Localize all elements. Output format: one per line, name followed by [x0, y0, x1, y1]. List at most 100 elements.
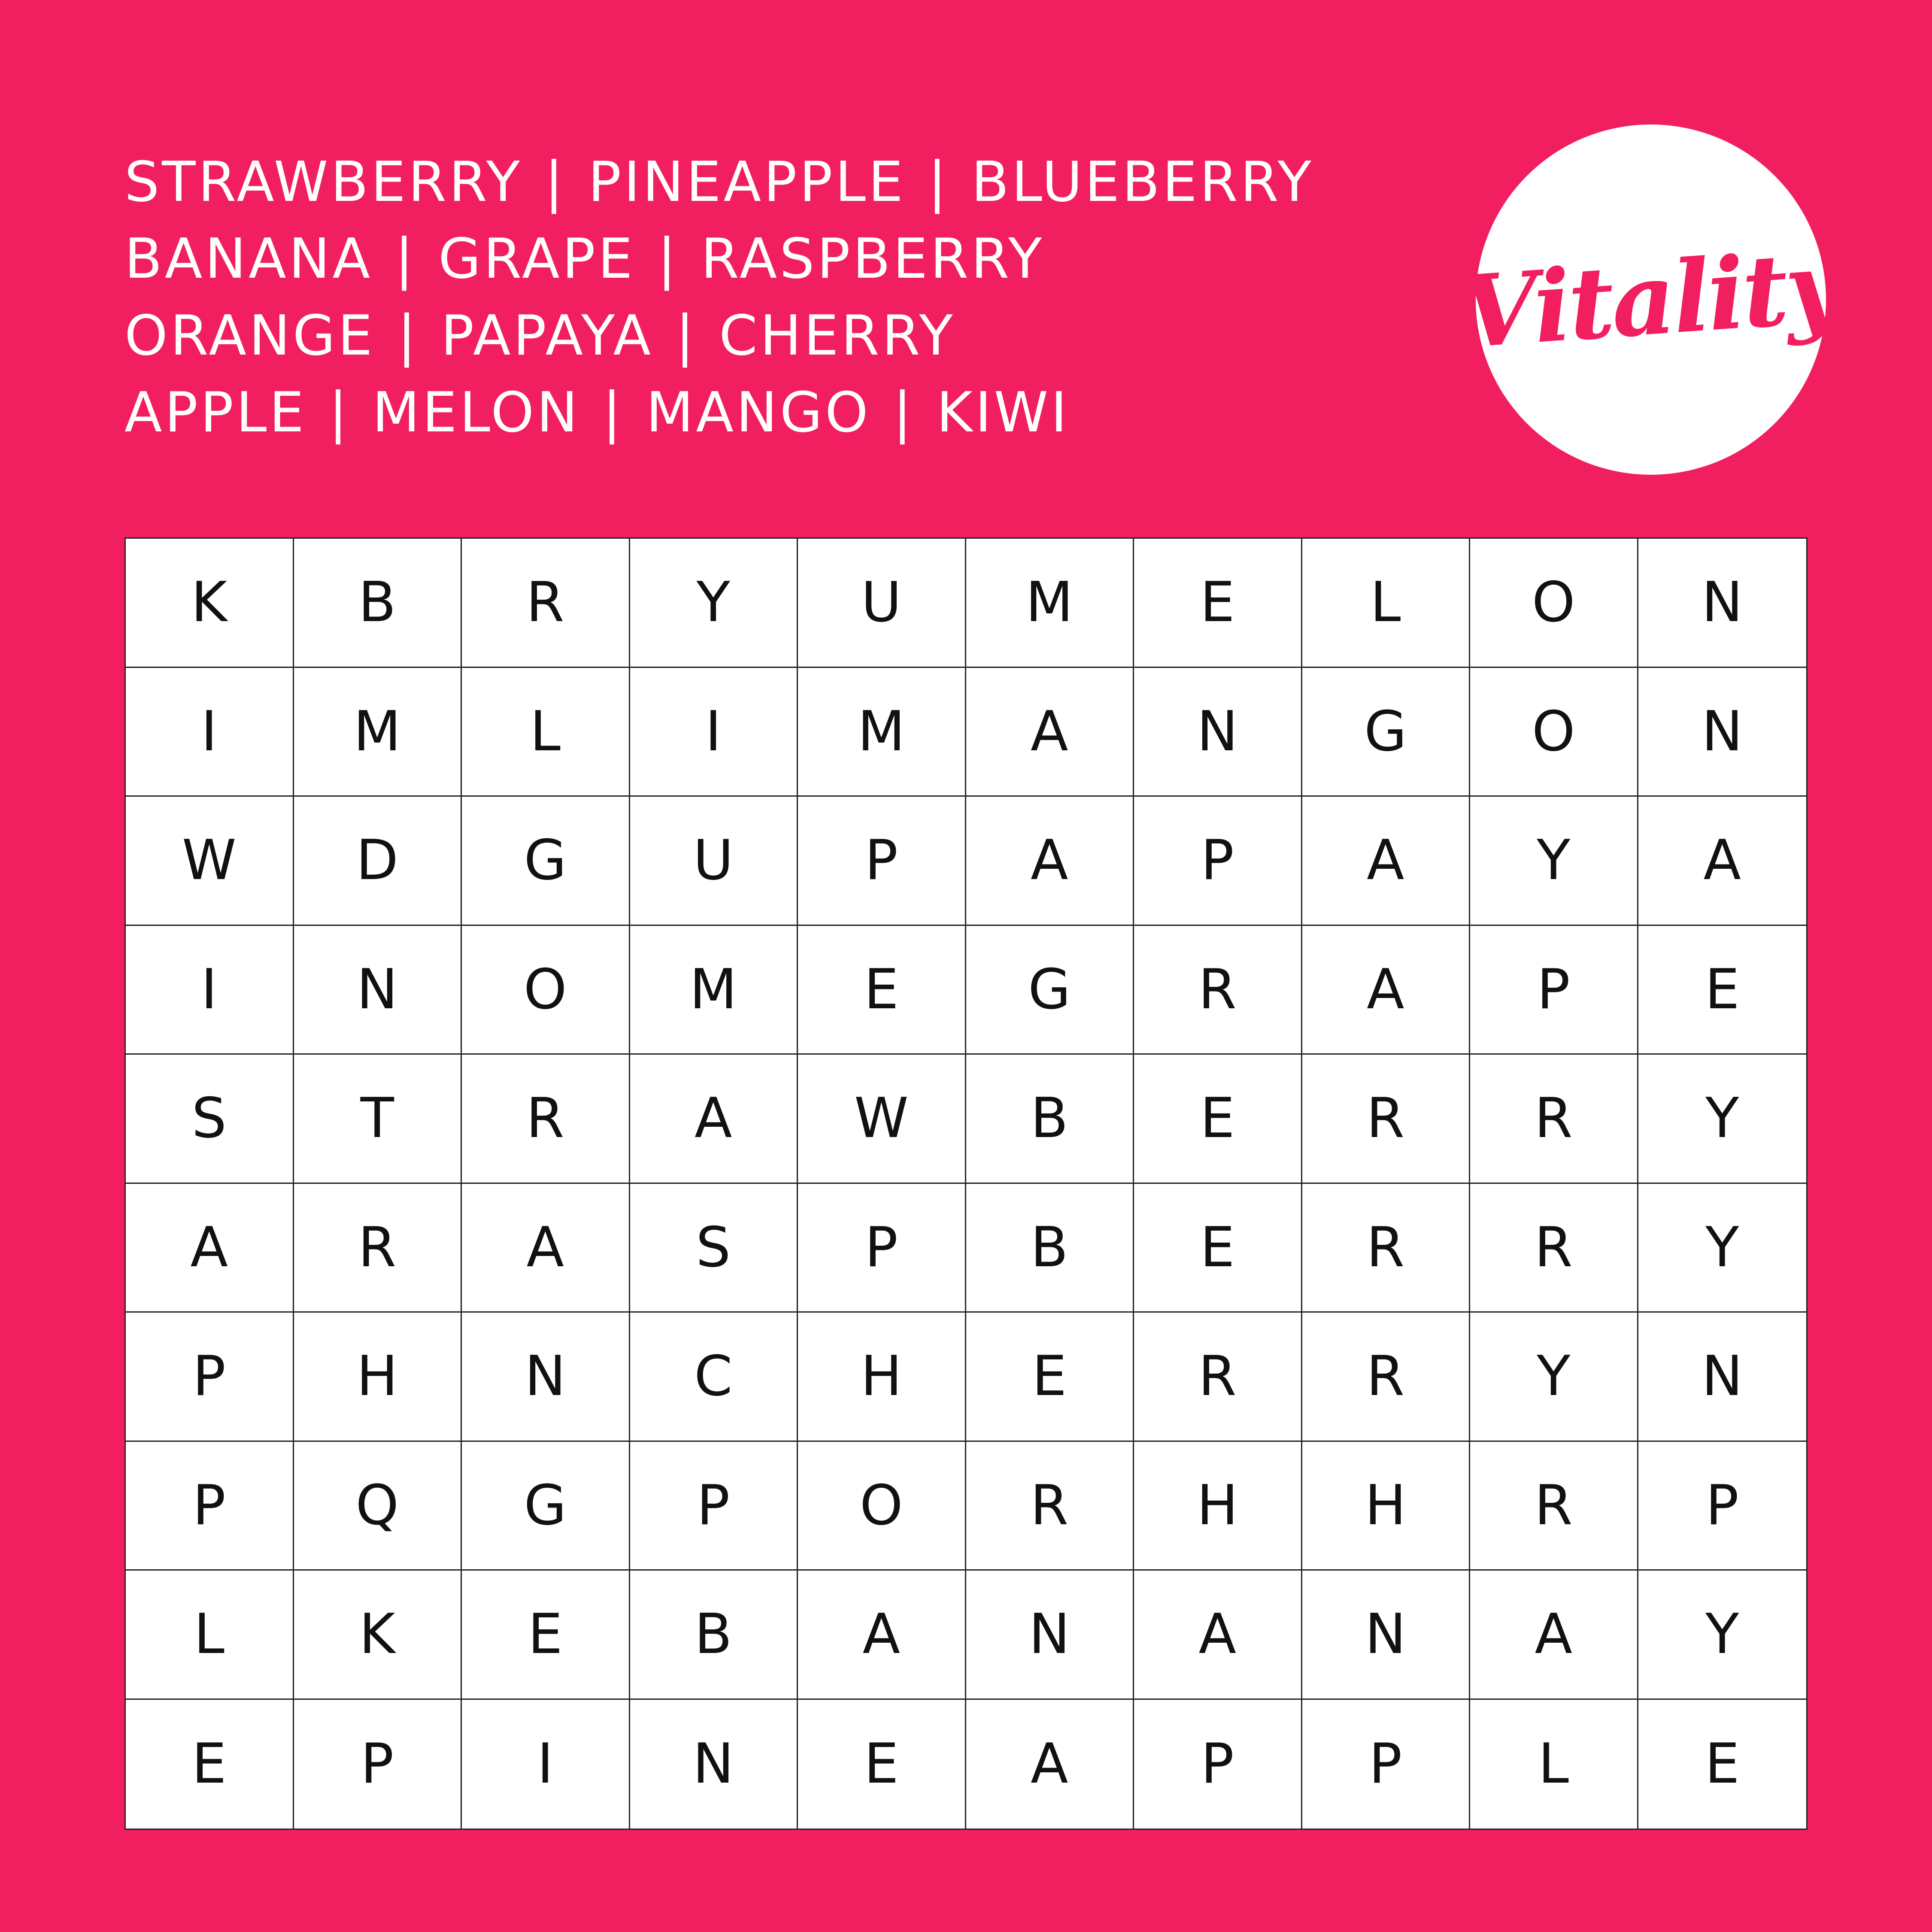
grid-cell[interactable]: P [1134, 797, 1302, 926]
grid-cell[interactable]: L [1470, 1699, 1638, 1829]
grid-cell[interactable]: O [798, 1441, 966, 1571]
grid-cell[interactable]: I [126, 667, 294, 797]
grid-cell[interactable]: E [798, 925, 966, 1055]
grid-cell[interactable]: W [126, 797, 294, 926]
grid-cell[interactable]: N [966, 1571, 1134, 1700]
grid-cell[interactable]: O [1470, 667, 1638, 797]
grid-cell[interactable]: N [462, 1313, 630, 1442]
grid-cell[interactable]: A [1302, 925, 1470, 1055]
grid-cell[interactable]: H [798, 1313, 966, 1442]
grid-cell[interactable]: A [966, 1699, 1134, 1829]
grid-cell[interactable]: R [1470, 1183, 1638, 1313]
grid-cell[interactable]: K [126, 539, 294, 668]
grid-cell[interactable]: N [1302, 1571, 1470, 1700]
grid-cell[interactable]: E [462, 1571, 630, 1700]
grid-cell[interactable]: N [294, 925, 462, 1055]
grid-cell[interactable]: P [798, 797, 966, 926]
grid-cell[interactable]: A [966, 797, 1134, 926]
grid-cell[interactable]: A [1134, 1571, 1302, 1700]
grid-cell[interactable]: R [294, 1183, 462, 1313]
grid-cell[interactable]: C [630, 1313, 798, 1442]
grid-cell[interactable]: E [1134, 1183, 1302, 1313]
grid-cell[interactable]: G [462, 797, 630, 926]
grid-cell[interactable]: A [462, 1183, 630, 1313]
grid-cell[interactable]: H [1134, 1441, 1302, 1571]
grid-cell[interactable]: H [294, 1313, 462, 1442]
grid-cell[interactable]: Y [1638, 1055, 1806, 1184]
grid-cell[interactable]: A [798, 1571, 966, 1700]
grid-cell[interactable]: P [1470, 925, 1638, 1055]
grid-cell[interactable]: E [1638, 926, 1806, 1055]
grid-cell[interactable]: P [630, 1441, 798, 1571]
grid-cell[interactable]: B [630, 1571, 798, 1700]
grid-cell[interactable]: R [1302, 1055, 1470, 1184]
grid-cell[interactable]: E [126, 1699, 294, 1829]
grid-cell[interactable]: A [126, 1183, 294, 1313]
grid-cell[interactable]: U [798, 539, 966, 668]
grid-cell[interactable]: H [1302, 1441, 1470, 1571]
grid-cell[interactable]: P [1302, 1699, 1470, 1829]
grid-cell[interactable]: Y [1470, 797, 1638, 926]
grid-cell[interactable]: I [126, 925, 294, 1055]
grid-cell[interactable]: R [462, 539, 630, 668]
grid-cell[interactable]: P [126, 1313, 294, 1442]
grid-cell[interactable]: B [294, 539, 462, 668]
grid-cell[interactable]: Y [1638, 1184, 1806, 1313]
grid-cell[interactable]: I [462, 1699, 630, 1829]
grid-cell[interactable]: E [798, 1699, 966, 1829]
grid-cell[interactable]: G [966, 925, 1134, 1055]
grid-cell[interactable]: E [1134, 1055, 1302, 1184]
grid-cell[interactable]: P [798, 1183, 966, 1313]
grid-cell[interactable]: D [294, 797, 462, 926]
grid-cell[interactable]: P [126, 1441, 294, 1571]
grid-cell[interactable]: U [630, 797, 798, 926]
grid-cell[interactable]: N [1638, 668, 1806, 797]
grid-cell[interactable]: Y [630, 539, 798, 668]
grid-cell[interactable]: A [966, 667, 1134, 797]
grid-cell[interactable]: Q [294, 1441, 462, 1571]
grid-cell[interactable]: I [630, 667, 798, 797]
grid-cell[interactable]: M [630, 925, 798, 1055]
grid-cell[interactable]: G [1302, 667, 1470, 797]
grid-cell[interactable]: O [462, 925, 630, 1055]
grid-cell[interactable]: L [462, 667, 630, 797]
grid-cell[interactable]: O [1470, 539, 1638, 668]
grid-cell[interactable]: L [126, 1571, 294, 1700]
grid-cell[interactable]: N [1638, 1313, 1806, 1442]
grid-cell[interactable]: N [630, 1699, 798, 1829]
grid-cell[interactable]: E [1134, 539, 1302, 668]
grid-cell[interactable]: L [1302, 539, 1470, 668]
grid-cell[interactable]: R [1302, 1183, 1470, 1313]
grid-cell[interactable]: Y [1470, 1313, 1638, 1442]
grid-cell[interactable]: A [1302, 797, 1470, 926]
grid-cell[interactable]: E [966, 1313, 1134, 1442]
grid-cell[interactable]: Y [1638, 1571, 1806, 1700]
grid-cell[interactable]: P [1134, 1699, 1302, 1829]
grid-cell[interactable]: R [1470, 1055, 1638, 1184]
grid-cell[interactable]: A [1638, 797, 1806, 926]
grid-cell[interactable]: N [1638, 539, 1806, 668]
grid-cell[interactable]: A [630, 1055, 798, 1184]
grid-cell[interactable]: P [294, 1699, 462, 1829]
grid-cell[interactable]: T [294, 1055, 462, 1184]
grid-cell[interactable]: K [294, 1571, 462, 1700]
grid-cell[interactable]: S [630, 1183, 798, 1313]
grid-cell[interactable]: M [798, 667, 966, 797]
grid-cell[interactable]: B [966, 1183, 1134, 1313]
grid-cell[interactable]: R [966, 1441, 1134, 1571]
grid-cell[interactable]: R [1134, 925, 1302, 1055]
grid-cell[interactable]: S [126, 1055, 294, 1184]
grid-cell[interactable]: G [462, 1441, 630, 1571]
grid-cell[interactable]: B [966, 1055, 1134, 1184]
grid-cell[interactable]: N [1134, 667, 1302, 797]
grid-cell[interactable]: R [462, 1055, 630, 1184]
grid-cell[interactable]: P [1638, 1442, 1806, 1571]
grid-cell[interactable]: R [1470, 1441, 1638, 1571]
grid-cell[interactable]: E [1705, 1732, 1740, 1796]
grid-cell[interactable]: A [1470, 1571, 1638, 1700]
grid-cell[interactable]: R [1134, 1313, 1302, 1442]
grid-cell[interactable]: W [798, 1055, 966, 1184]
grid-cell[interactable]: M [294, 667, 462, 797]
grid-cell[interactable]: R [1302, 1313, 1470, 1442]
grid-cell[interactable]: M [966, 539, 1134, 668]
